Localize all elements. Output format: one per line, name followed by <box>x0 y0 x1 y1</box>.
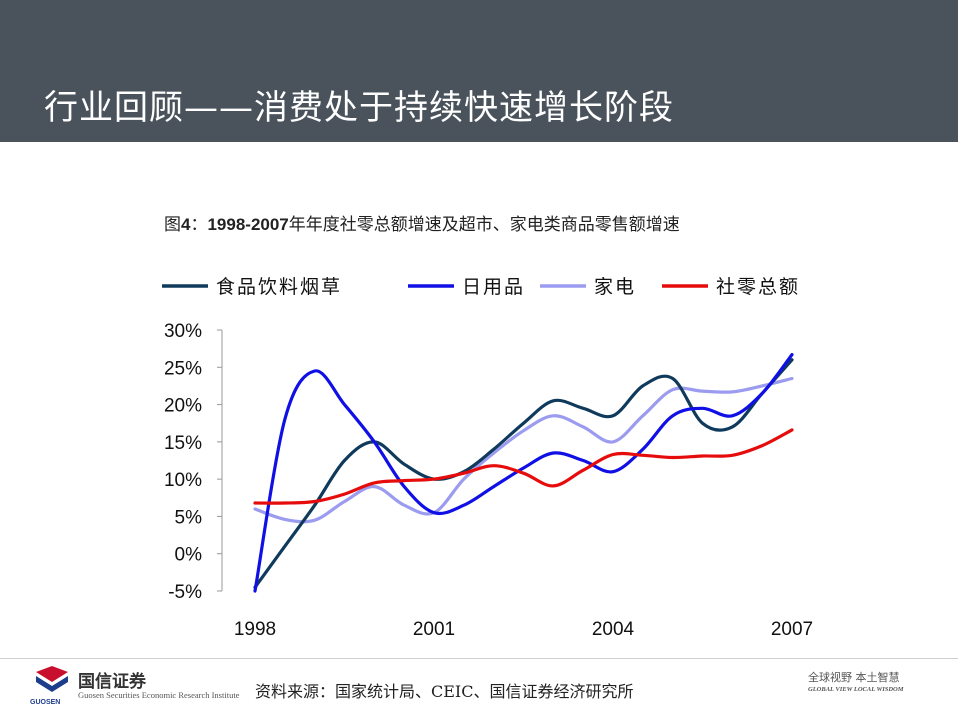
guosen-logo: GUOSEN <box>30 666 68 706</box>
y-tick-label: 20% <box>164 396 202 417</box>
figure-label-number: 4 <box>181 215 191 234</box>
guosen-logo-mark: GUOSEN <box>30 666 68 706</box>
x-tick-label: 2001 <box>413 619 455 640</box>
y-tick-label: 10% <box>164 470 202 491</box>
legend-item-retail-label: 社零总额 <box>716 276 800 298</box>
x-tick-label: 2004 <box>592 619 635 640</box>
figure-caption: 图4：1998-2007年年度社零总额增速及超市、家电类商品零售额增速 <box>164 210 680 235</box>
figure-label-prefix: 图 <box>164 215 181 235</box>
legend-item-daily-label: 日用品 <box>462 276 525 298</box>
x-tick-label: 2007 <box>771 619 813 640</box>
y-tick-label: 0% <box>175 545 203 566</box>
series-line-daily <box>253 353 794 593</box>
slogan-en: GLOBAL VIEW LOCAL WISDOM <box>808 686 904 693</box>
y-tick-label: 15% <box>164 433 202 454</box>
figure-label-sep: ： <box>190 215 208 235</box>
series-line-appliance <box>253 376 794 524</box>
figure-range: 1998-2007 <box>207 215 289 234</box>
chart-series <box>253 353 794 593</box>
footer-divider <box>0 658 958 659</box>
page-title: 行业回顾——消费处于持续快速增长阶段 <box>44 88 674 128</box>
y-tick-label: 5% <box>175 507 203 528</box>
y-tick-label: 30% <box>164 321 202 342</box>
logo-name-cn: 国信证券 <box>78 672 146 692</box>
slogan-cn: 全球视野 本土智慧 <box>808 671 900 684</box>
svg-text:GUOSEN: GUOSEN <box>30 699 60 706</box>
legend-item-food-label: 食品饮料烟草 <box>216 276 342 298</box>
y-axis: 30% 25% 20% 15% 10% 5% 0% -5% <box>164 321 223 603</box>
y-tick-label: 25% <box>164 358 202 379</box>
y-tick-label: -5% <box>168 582 202 603</box>
source-note: 资料来源：国家统计局、CEIC、国信证券经济研究所 <box>255 682 634 701</box>
figure-caption-text: 年年度社零总额增速及超市、家电类商品零售额增速 <box>288 215 680 235</box>
series-line-retail <box>253 428 794 505</box>
title-banner: 行业回顾——消费处于持续快速增长阶段 <box>0 0 958 142</box>
series-line-food <box>253 358 794 589</box>
x-axis: 1998 2001 2004 2007 <box>234 619 813 640</box>
logo-name-en: Guosen Securities Economic Research Inst… <box>78 690 240 700</box>
chart-legend: 食品饮料烟草 日用品 家电 社零总额 <box>162 276 800 298</box>
legend-item-appliance-label: 家电 <box>594 276 636 298</box>
x-tick-label: 1998 <box>234 619 276 640</box>
